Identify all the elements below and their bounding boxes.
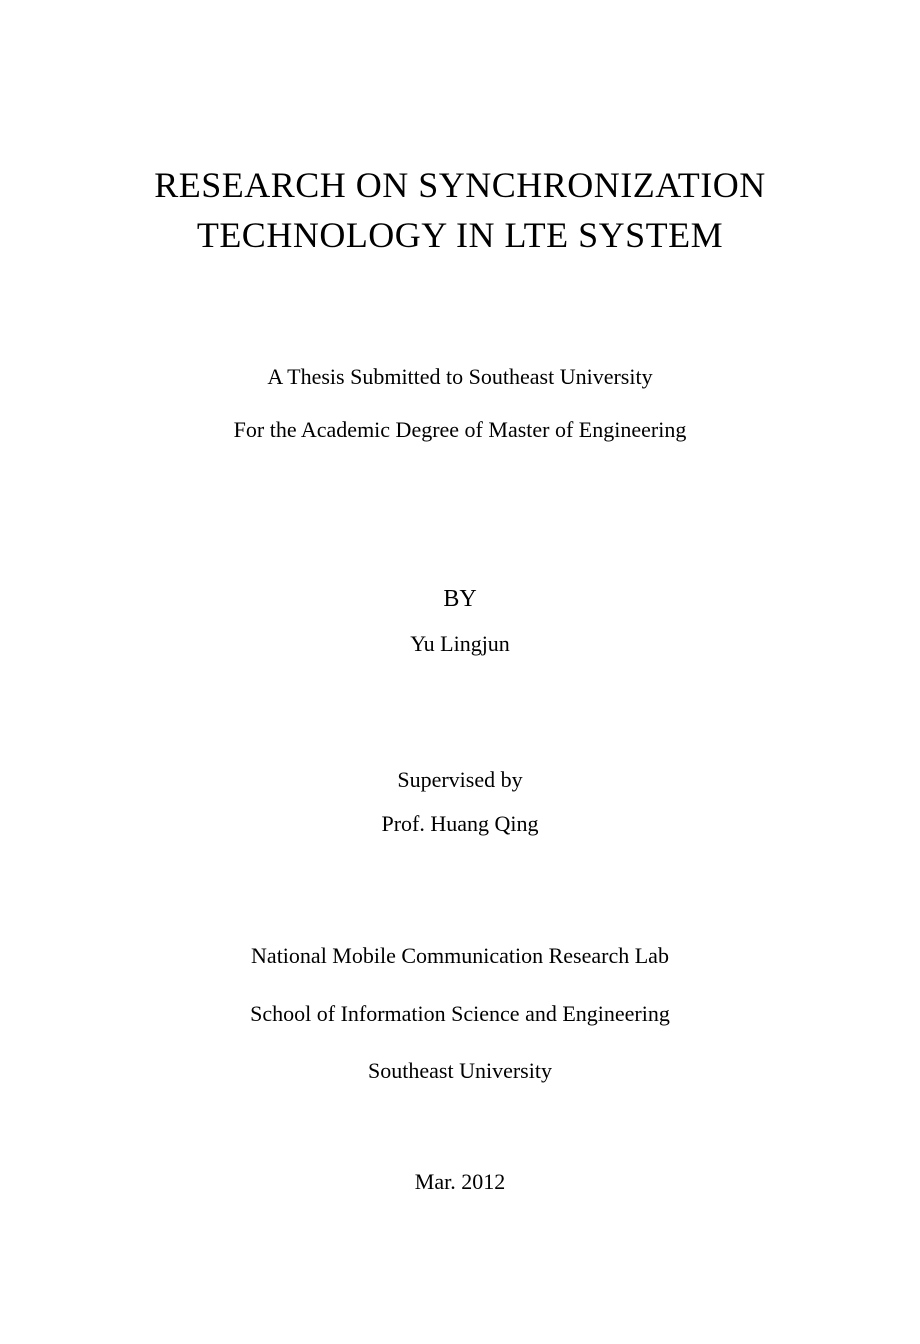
thesis-title-block: RESEARCH ON SYNCHRONIZATION TECHNOLOGY I… [154,160,766,261]
thesis-title-line1: RESEARCH ON SYNCHRONIZATION [154,160,766,210]
author-name: Yu Lingjun [410,631,510,657]
submission-line2: For the Academic Degree of Master of Eng… [234,404,687,457]
author-block: BY Yu Lingjun [410,586,510,657]
thesis-title-line2: TECHNOLOGY IN LTE SYSTEM [154,210,766,260]
submission-block: A Thesis Submitted to Southeast Universi… [234,351,687,457]
supervised-label: Supervised by [381,767,538,793]
supervisor-block: Supervised by Prof. Huang Qing [381,767,538,837]
submission-line1: A Thesis Submitted to Southeast Universi… [234,351,687,404]
supervisor-name: Prof. Huang Qing [381,811,538,837]
affiliation-school: School of Information Science and Engine… [250,985,670,1042]
date-text: Mar. 2012 [415,1169,505,1195]
affiliation-block: National Mobile Communication Research L… [250,927,670,1099]
by-label: BY [410,586,510,613]
affiliation-lab: National Mobile Communication Research L… [250,927,670,984]
affiliation-university: Southeast University [250,1042,670,1099]
date-block: Mar. 2012 [415,1169,505,1195]
